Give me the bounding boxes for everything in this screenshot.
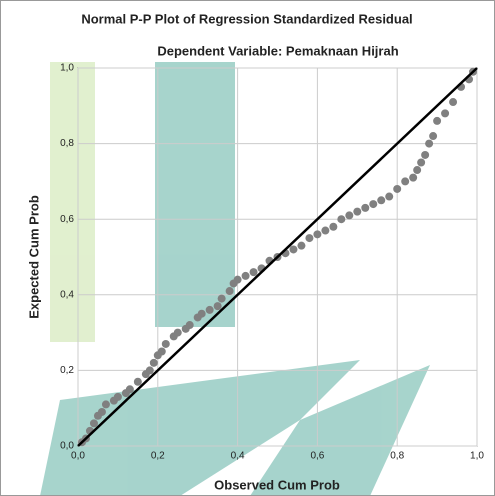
chart-subtitle: Dependent Variable: Pemaknaan Hijrah <box>157 43 398 58</box>
point <box>353 207 362 216</box>
point <box>213 302 222 311</box>
x-tick-label: 0,2 <box>151 451 165 462</box>
point <box>101 400 110 409</box>
point <box>417 158 426 167</box>
point <box>429 132 438 141</box>
x-tick-label: 1,0 <box>470 451 484 462</box>
point <box>369 200 378 209</box>
y-tick-label: 1,0 <box>60 63 74 74</box>
point <box>329 222 338 231</box>
point <box>297 241 306 250</box>
point <box>305 234 314 243</box>
point <box>145 366 154 375</box>
point <box>361 203 370 212</box>
point <box>409 173 418 182</box>
point <box>289 245 298 254</box>
point <box>337 215 346 224</box>
point <box>441 109 450 118</box>
watermark-band <box>155 62 235 327</box>
x-tick-label: 0,0 <box>71 451 85 462</box>
point <box>449 98 458 107</box>
y-tick-label: 0,6 <box>60 214 74 225</box>
point <box>133 377 142 386</box>
point <box>425 139 434 148</box>
point <box>89 419 98 428</box>
y-tick-label: 0,0 <box>60 441 74 452</box>
point <box>113 392 122 401</box>
point <box>401 177 410 186</box>
point <box>161 339 170 348</box>
watermark-shape <box>250 365 430 496</box>
point <box>157 347 166 356</box>
point <box>241 271 250 280</box>
x-tick-label: 0,8 <box>390 451 404 462</box>
y-tick-label: 0,4 <box>60 289 74 300</box>
x-axis-label: Observed Cum Prob <box>214 477 340 492</box>
point <box>249 268 258 277</box>
point <box>185 321 194 330</box>
point <box>313 230 322 239</box>
point <box>217 294 226 303</box>
y-tick-label: 0,8 <box>60 138 74 149</box>
point <box>413 166 422 175</box>
point <box>97 407 106 416</box>
x-tick-label: 0,4 <box>231 451 245 462</box>
point <box>225 287 234 296</box>
point <box>233 275 242 284</box>
reference-line <box>77 67 478 447</box>
x-tick-label: 0,6 <box>310 451 324 462</box>
point <box>345 211 354 220</box>
point <box>393 184 402 193</box>
point <box>433 116 442 125</box>
point <box>421 150 430 159</box>
point <box>197 309 206 318</box>
point <box>321 226 330 235</box>
point <box>385 192 394 201</box>
point <box>173 328 182 337</box>
y-tick-label: 0,2 <box>60 365 74 376</box>
y-axis-label: Expected Cum Prob <box>26 195 41 319</box>
point <box>149 358 158 367</box>
point <box>205 305 214 314</box>
watermark-band <box>50 62 95 342</box>
chart-title: Normal P-P Plot of Regression Standardiz… <box>81 11 412 26</box>
point <box>377 196 386 205</box>
point <box>125 385 134 394</box>
